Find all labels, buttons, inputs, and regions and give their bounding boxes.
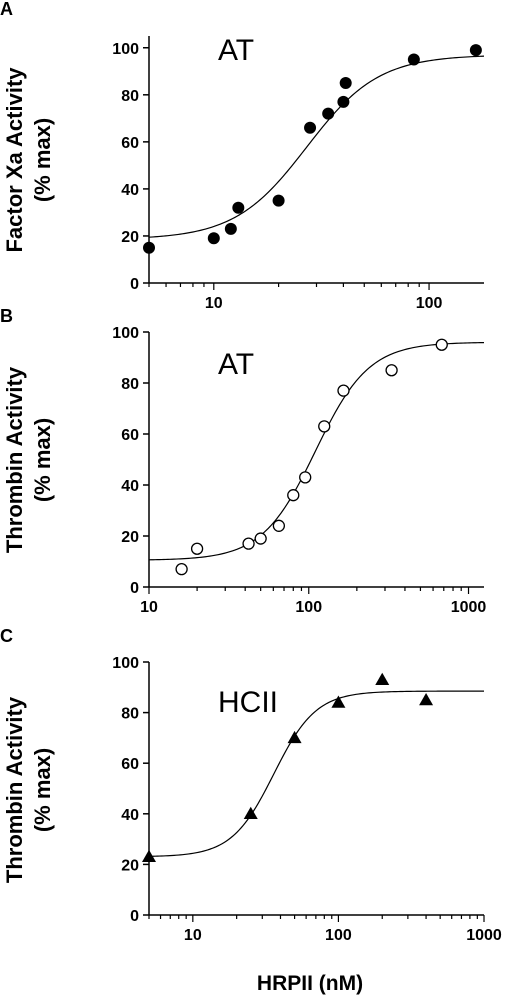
- data-point: [407, 53, 420, 66]
- y-tick-label: 20: [121, 529, 139, 546]
- panel-letter: B: [0, 306, 13, 326]
- data-point: [435, 338, 448, 351]
- panel-A: 0 20 40 60 80 100 10 100 A AT Factor Xa Activity (%…: [0, 0, 485, 312]
- y-tick-label: 40: [121, 182, 139, 199]
- data-point: [143, 241, 155, 254]
- data-point: [287, 489, 300, 502]
- data-point: [254, 532, 267, 545]
- data-point: [232, 201, 245, 214]
- panel-C: 0 20 40 60 80 100 10 100 1000 C HCII Thrombin Activ…: [0, 626, 502, 944]
- data-point: [419, 692, 434, 706]
- y-tick-label: 100: [112, 41, 139, 58]
- data-point: [304, 121, 317, 134]
- panel-letter: A: [0, 0, 13, 19]
- y-axis-label-units: (% max): [30, 118, 55, 202]
- data-point: [331, 695, 346, 708]
- panel-title: AT: [218, 348, 254, 381]
- y-tick-label: 100: [112, 325, 139, 342]
- y-tick-label: 20: [121, 229, 139, 246]
- panel-title: AT: [218, 34, 254, 67]
- data-point: [322, 107, 335, 120]
- y-axis-label: Factor Xa Activity: [2, 67, 27, 253]
- fit-curve: [148, 341, 485, 561]
- y-axis-label: Thrombin Activity: [2, 366, 27, 553]
- x-tick-label: 100: [416, 295, 443, 312]
- y-axis-label-units: (% max): [30, 418, 55, 502]
- y-tick-label: 0: [130, 276, 139, 293]
- data-point: [207, 232, 220, 245]
- y-tick-label: 60: [121, 756, 139, 773]
- data-point: [318, 420, 331, 433]
- data-point: [142, 849, 156, 863]
- data-point: [243, 806, 258, 820]
- data-point: [175, 563, 188, 576]
- data-point: [385, 364, 398, 377]
- data-point: [375, 672, 390, 685]
- x-tick-label: 10: [205, 295, 223, 312]
- panel-title: HCII: [218, 686, 278, 719]
- x-tick-label: 100: [295, 599, 322, 616]
- x-tick-label: 100: [325, 927, 352, 944]
- x-tick-label: 10: [184, 927, 202, 944]
- y-tick-label: 80: [121, 706, 139, 723]
- y-tick-label: 80: [121, 376, 139, 393]
- y-axis-label: Thrombin Activity: [2, 696, 27, 883]
- fit-curve: [148, 55, 485, 238]
- y-tick-label: 40: [121, 807, 139, 824]
- y-tick-label: 20: [121, 857, 139, 874]
- data-point: [190, 542, 204, 555]
- fit-curve: [148, 690, 484, 857]
- y-tick-label: 60: [121, 427, 139, 444]
- y-tick-label: 80: [121, 88, 139, 105]
- data-point: [272, 519, 286, 532]
- y-tick-label: 0: [130, 580, 139, 597]
- data-point: [337, 384, 350, 397]
- data-point: [224, 222, 237, 235]
- data-point: [337, 95, 350, 108]
- data-point: [339, 77, 352, 90]
- data-point: [242, 537, 255, 550]
- y-axis-label-units: (% max): [30, 748, 55, 832]
- data-point: [299, 471, 312, 484]
- data-point: [287, 730, 302, 744]
- x-tick-label: 1000: [466, 927, 502, 944]
- x-tick-label: 10: [140, 599, 158, 616]
- panel-B: 0 20 40 60 80 100 10 100 1000 B AT Thrombin Activit…: [0, 306, 486, 616]
- y-tick-label: 60: [121, 135, 139, 152]
- y-tick-label: 40: [121, 478, 139, 495]
- y-tick-label: 0: [130, 908, 139, 925]
- y-tick-label: 100: [112, 655, 139, 672]
- data-point: [272, 194, 285, 207]
- data-point: [469, 44, 482, 57]
- x-tick-label: 1000: [451, 599, 487, 616]
- x-axis-label: HRPII (nM): [257, 972, 363, 995]
- panel-letter: C: [0, 626, 13, 646]
